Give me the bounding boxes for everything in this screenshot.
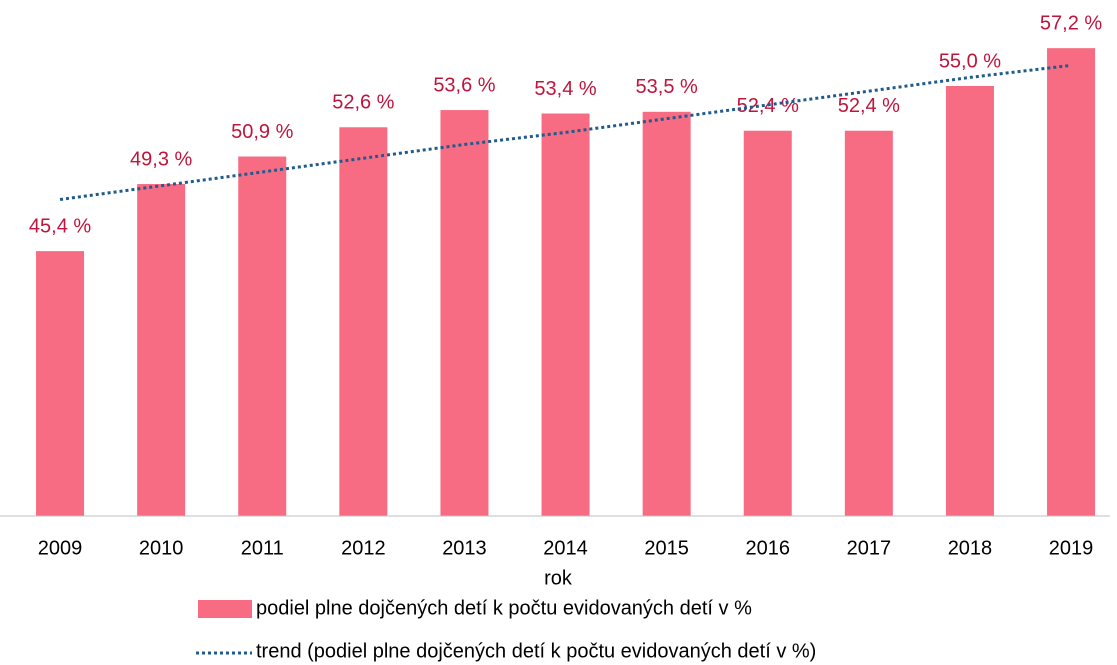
data-label: 52,6 %: [332, 92, 394, 114]
data-label: 52,4 %: [737, 95, 799, 117]
trend-line: [59, 63, 1072, 202]
data-label: 49,3 %: [130, 148, 192, 170]
x-tick-label: 2011: [241, 537, 284, 559]
data-label: 53,4 %: [534, 78, 596, 100]
x-tick-label: 2014: [543, 537, 588, 559]
bar: [844, 130, 893, 516]
x-tick-label: 2016: [746, 537, 791, 559]
data-label: 52,4 %: [838, 95, 900, 117]
x-tick-label: 2019: [1049, 537, 1094, 559]
data-label: 50,9 %: [231, 121, 293, 143]
x-tick-label: 2010: [139, 537, 184, 559]
bar: [541, 113, 590, 517]
x-tick-label: 2012: [341, 537, 386, 559]
legend-label: trend (podiel plne dojčených detí k počt…: [256, 640, 816, 662]
x-tick-label: 2015: [644, 537, 689, 559]
x-tick-label: 2017: [847, 537, 892, 559]
data-label: 57,2 %: [1040, 12, 1102, 34]
legend-swatch: [198, 600, 252, 618]
bar: [440, 110, 489, 516]
x-axis-label: rok: [544, 567, 573, 589]
bar: [743, 130, 792, 516]
x-tick-label: 2018: [948, 537, 993, 559]
data-label: 45,4 %: [29, 215, 91, 237]
x-tick-label: 2009: [38, 537, 83, 559]
bar: [1047, 48, 1096, 516]
bar: [339, 127, 388, 516]
data-label: 53,6 %: [433, 74, 495, 96]
data-label: 55,0 %: [939, 50, 1001, 72]
x-tick-label: 2013: [442, 537, 487, 559]
bar: [238, 156, 287, 516]
legend-label: podiel plne dojčených detí k počtu evido…: [256, 597, 752, 619]
bar: [36, 251, 85, 516]
data-label: 53,5 %: [636, 76, 698, 98]
bar: [642, 111, 691, 517]
bar: [137, 184, 186, 517]
bar: [945, 86, 994, 516]
